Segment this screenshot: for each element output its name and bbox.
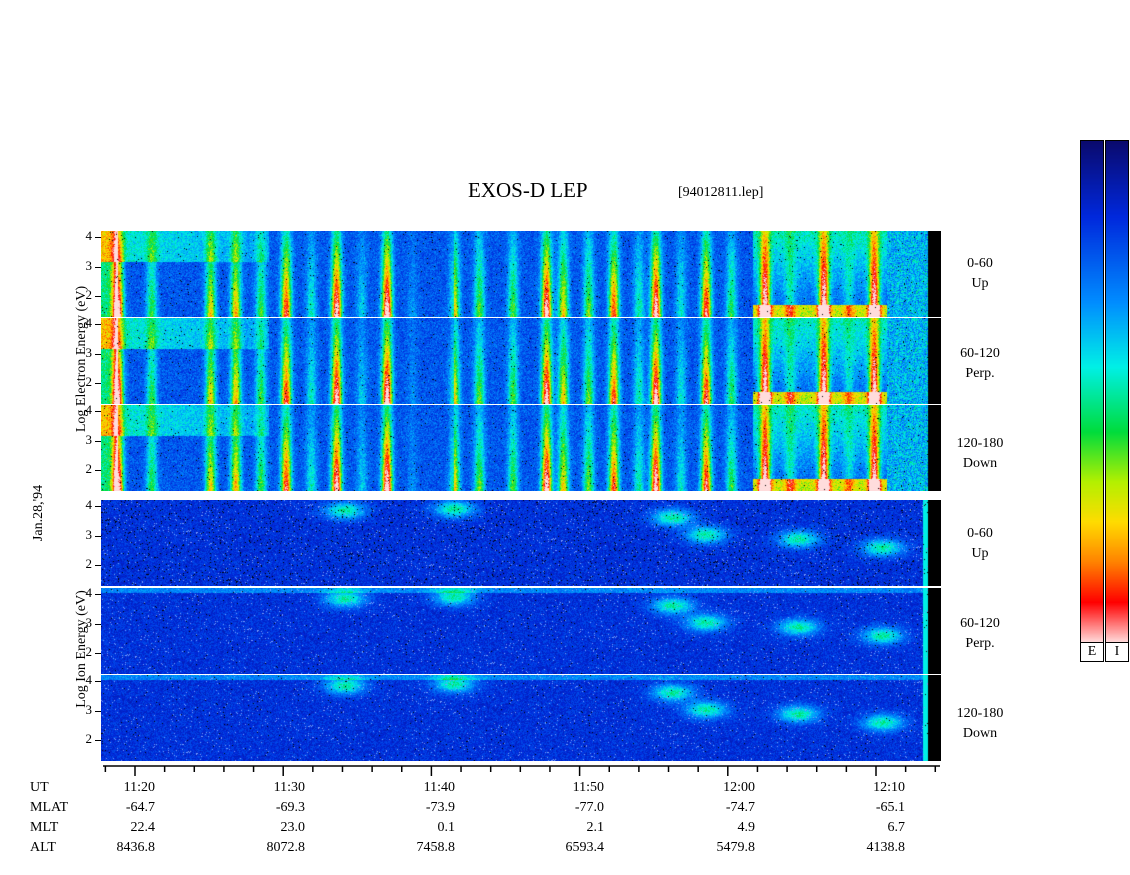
ion-spectrogram-down (101, 675, 941, 761)
table-cell: 4.9 (737, 820, 756, 835)
date-label: Jan.28,'94 (31, 484, 46, 542)
y-tick-label: 4 (85, 671, 93, 687)
table-cell: 11:50 (572, 780, 604, 795)
y-tick-mark (95, 353, 101, 355)
table-cell: -74.7 (725, 800, 755, 815)
table-cell: 6.7 (887, 820, 906, 835)
table-cell: 5479.8 (716, 840, 756, 855)
table-cell: 8436.8 (116, 840, 156, 855)
table-cell: -64.7 (125, 800, 155, 815)
table-cell: -69.3 (275, 800, 305, 815)
y-tick-mark (95, 236, 101, 238)
table-row-name: UT (30, 780, 49, 795)
y-tick-label: 2 (85, 374, 93, 390)
y-tick-label: 2 (85, 461, 93, 477)
y-tick-label: 3 (85, 344, 93, 360)
table-cell: 2.1 (586, 820, 605, 835)
ion-panel-down (101, 675, 941, 761)
ion-colorbar (1105, 140, 1129, 644)
y-tick-label: 3 (85, 701, 93, 717)
table-cell: 7458.8 (416, 840, 456, 855)
table-cell: 4138.8 (866, 840, 906, 855)
ion-panel-up (101, 500, 941, 586)
y-tick-label: 4 (85, 314, 93, 330)
electron-colorbar (1080, 140, 1104, 644)
y-tick-mark (95, 383, 101, 385)
table-cell: 12:10 (873, 780, 905, 795)
y-tick-label: 3 (85, 526, 93, 542)
panel-label-i-perp: 60-120 Perp. (960, 616, 1000, 651)
electron-axis-label: Log Electron Energy (eV) (74, 285, 89, 433)
colorbar-label-e: E (1080, 642, 1104, 662)
time-axis (103, 765, 940, 776)
y-tick-mark (95, 296, 101, 298)
table-row-name: ALT (30, 840, 56, 855)
y-tick-mark (95, 710, 101, 712)
table-cell: 11:30 (273, 780, 305, 795)
y-tick-label: 2 (85, 556, 93, 572)
table-cell: 22.4 (130, 820, 156, 835)
table-cell: 0.1 (437, 820, 456, 835)
y-tick-label: 2 (85, 731, 93, 747)
colorbar-label-i: I (1105, 642, 1129, 662)
y-tick-mark (95, 593, 101, 595)
y-tick-mark (95, 623, 101, 625)
panel-label-e-perp: 60-120 Perp. (960, 346, 1000, 381)
table-cell: 8072.8 (266, 840, 306, 855)
electron-spectrogram-perp (101, 318, 941, 404)
y-tick-label: 3 (85, 614, 93, 630)
y-tick-label: 3 (85, 431, 93, 447)
y-tick-mark (95, 410, 101, 412)
electron-spectrogram-down (101, 405, 941, 491)
y-tick-label: 4 (85, 227, 93, 243)
panel-label-i-up: 0-60 Up (967, 526, 993, 561)
table-cell: 11:40 (423, 780, 455, 795)
electron-spectrogram-up (101, 231, 941, 317)
table-cell: 6593.4 (565, 840, 605, 855)
y-tick-label: 3 (85, 257, 93, 273)
panel-label-i-down: 120-180 Down (956, 706, 1004, 741)
electron-panel-perp (101, 318, 941, 404)
time-axis-ticks (104, 766, 937, 776)
y-tick-mark (95, 680, 101, 682)
table-row-name: MLT (30, 820, 59, 835)
panel-label-e-down: 120-180 Down (956, 436, 1004, 471)
y-tick-mark (95, 565, 101, 567)
ion-panel-perp (101, 588, 941, 674)
y-tick-mark (95, 323, 101, 325)
panel-label-e-up: 0-60 Up (967, 256, 993, 291)
ion-spectrogram-up (101, 500, 941, 586)
y-tick-mark (95, 653, 101, 655)
y-tick-mark (95, 505, 101, 507)
table-cell: -65.1 (875, 800, 905, 815)
y-tick-label: 4 (85, 401, 93, 417)
table-cell: 12:00 (723, 780, 755, 795)
y-tick-mark (95, 266, 101, 268)
y-tick-label: 2 (85, 644, 93, 660)
table-cell: -77.0 (574, 800, 604, 815)
y-tick-label: 4 (85, 496, 93, 512)
electron-panel-up (101, 231, 941, 317)
electron-panel-down (101, 405, 941, 491)
y-tick-mark (95, 740, 101, 742)
ion-axis-label: Log Ion Energy (eV) (74, 590, 89, 708)
table-row-name: MLAT (30, 800, 69, 815)
table-cell: 11:20 (123, 780, 155, 795)
file-id: [94012811.lep] (678, 185, 764, 200)
y-tick-label: 4 (85, 584, 93, 600)
table-cell: 23.0 (280, 820, 306, 835)
y-tick-mark (95, 440, 101, 442)
chart-title: EXOS-D LEP (468, 178, 588, 202)
ion-spectrogram-perp (101, 588, 941, 674)
y-tick-mark (95, 535, 101, 537)
y-tick-mark (95, 470, 101, 472)
table-cell: -73.9 (425, 800, 455, 815)
y-tick-label: 2 (85, 287, 93, 303)
